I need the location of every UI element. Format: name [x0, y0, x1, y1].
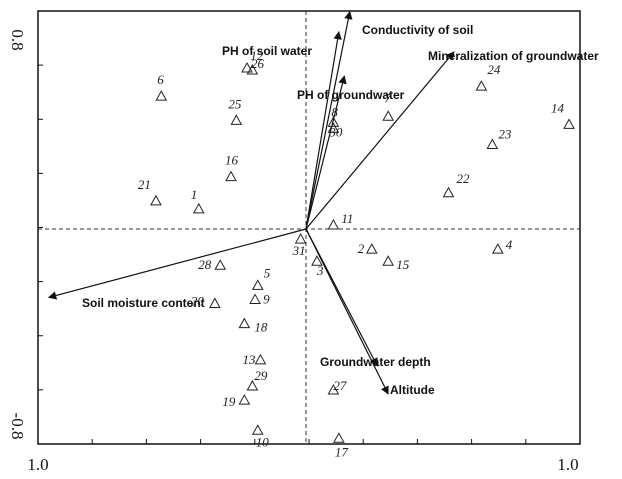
vector-arrow	[305, 75, 347, 230]
sample-point-label: 7	[384, 90, 391, 105]
sample-point-marker	[491, 243, 504, 254]
sample-point-marker	[238, 317, 251, 329]
sample-point-label: 16	[225, 153, 239, 168]
sample-point-marker	[214, 259, 227, 270]
sample-point-label: 28	[198, 257, 212, 272]
environment-vectors: Conductivity of soil PH of soil water PH o…	[47, 10, 599, 397]
sample-point-label: 24	[487, 62, 501, 77]
tick-label: 1.0	[27, 455, 48, 474]
vector-label: Altitude	[390, 383, 435, 397]
sample-point-marker	[246, 379, 259, 391]
sample-point-marker	[294, 233, 307, 244]
vector-arrow	[305, 10, 353, 230]
vector-arrow	[305, 51, 455, 230]
sample-point-marker	[327, 218, 340, 230]
sample-point-label: 29	[254, 368, 268, 383]
sample-point-marker	[311, 255, 323, 266]
sample-point-label: 9	[263, 291, 270, 306]
sample-point-marker	[209, 297, 221, 308]
sample-point-label: 27	[333, 378, 347, 393]
sample-point-label: 6	[157, 72, 164, 87]
vector-arrow	[305, 228, 389, 395]
sample-point-marker	[327, 116, 340, 127]
sample-point-label: 4	[506, 237, 513, 252]
sample-point-label: 19	[222, 394, 236, 409]
sample-point-marker	[382, 110, 395, 121]
sample-point-marker	[241, 61, 253, 73]
sample-point-marker	[382, 255, 395, 266]
sample-point-label: 17	[335, 444, 349, 459]
vector-label: PH of soil water	[222, 44, 312, 58]
sample-point-label: 25	[228, 96, 242, 111]
vector-label: Mineralization of groundwater	[428, 49, 599, 63]
sample-point-marker	[563, 118, 575, 129]
sample-point-marker	[254, 353, 267, 365]
sample-point-label: 30	[328, 124, 343, 139]
vector-label: Soil moisture content	[82, 296, 205, 310]
sample-point-marker	[251, 279, 264, 290]
sample-point-label: 31	[292, 243, 306, 258]
sample-point-marker	[486, 138, 499, 149]
sample-point-marker	[230, 114, 243, 125]
vector-label: Groundwater depth	[320, 355, 431, 369]
vector-arrow	[47, 228, 307, 300]
tick-label: -0.8	[8, 413, 27, 440]
tick-label: 1.0	[557, 455, 578, 474]
sample-point-label: 20	[191, 293, 205, 308]
sample-point-marker	[192, 202, 205, 214]
sample-point-label: 1	[191, 187, 198, 202]
sample-point-label: 5	[264, 265, 271, 280]
sample-point-marker	[249, 293, 261, 304]
sample-point-marker	[238, 394, 251, 405]
sample-point-marker	[327, 122, 340, 133]
tick-labels: 1.0 1.0 0.8 -0.8	[8, 29, 579, 474]
sample-point-marker	[246, 63, 259, 75]
sample-point-marker	[225, 170, 237, 182]
sample-point-marker	[333, 432, 345, 443]
sample-point-label: 13	[242, 352, 256, 367]
sample-point-label: 26	[251, 56, 264, 71]
vector-label: Conductivity of soil	[362, 23, 473, 37]
sample-point-label: 11	[341, 211, 353, 226]
sample-point-label: 3	[316, 263, 324, 278]
tick-label: 0.8	[8, 29, 27, 50]
sample-point-marker	[155, 90, 168, 101]
sample-point-label: 2	[358, 241, 365, 256]
sample-point-label: 15	[396, 257, 410, 272]
sample-point-marker	[150, 194, 162, 206]
vector-label: PH of groundwater	[297, 88, 405, 102]
sample-point-label: 8	[331, 104, 338, 119]
axis-ticks	[37, 10, 581, 445]
sample-point-marker	[327, 383, 340, 395]
sample-point-label: 23	[498, 126, 512, 141]
sample-point-label: 22	[456, 171, 470, 186]
sample-point-marker	[475, 80, 488, 91]
sample-point-marker	[365, 243, 378, 254]
sample-point-label: 12	[250, 48, 264, 63]
sample-point-marker	[442, 186, 455, 198]
sample-point-marker	[251, 424, 264, 435]
vector-arrow	[305, 30, 342, 230]
sample-point-label: 10	[256, 434, 270, 449]
sample-point-label: 21	[138, 177, 151, 192]
sample-point-label: 18	[254, 320, 267, 335]
sample-point-label: 14	[551, 100, 565, 115]
